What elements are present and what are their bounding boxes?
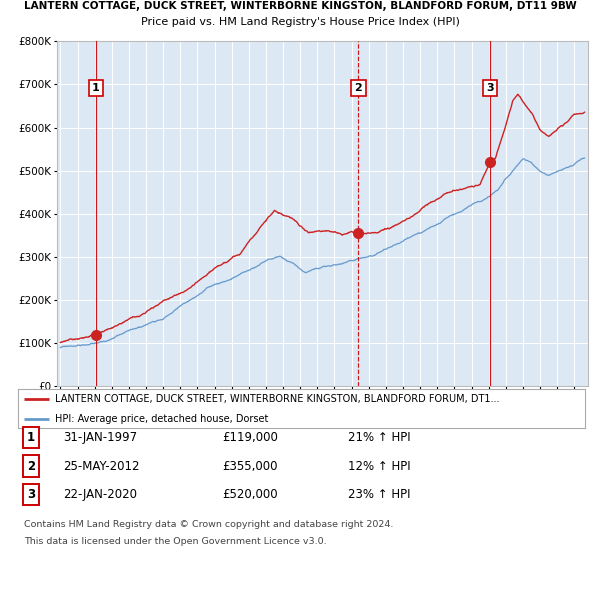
Text: 1: 1 bbox=[92, 83, 100, 93]
Text: LANTERN COTTAGE, DUCK STREET, WINTERBORNE KINGSTON, BLANDFORD FORUM, DT1...: LANTERN COTTAGE, DUCK STREET, WINTERBORN… bbox=[55, 394, 499, 404]
Text: 3: 3 bbox=[486, 83, 494, 93]
Text: 31-JAN-1997: 31-JAN-1997 bbox=[63, 431, 137, 444]
Text: 21% ↑ HPI: 21% ↑ HPI bbox=[348, 431, 410, 444]
Text: 22-JAN-2020: 22-JAN-2020 bbox=[63, 488, 137, 501]
Text: £355,000: £355,000 bbox=[222, 460, 277, 473]
Text: 2: 2 bbox=[355, 83, 362, 93]
Text: 12% ↑ HPI: 12% ↑ HPI bbox=[348, 460, 410, 473]
Text: This data is licensed under the Open Government Licence v3.0.: This data is licensed under the Open Gov… bbox=[24, 537, 326, 546]
Text: 23% ↑ HPI: 23% ↑ HPI bbox=[348, 488, 410, 501]
Text: LANTERN COTTAGE, DUCK STREET, WINTERBORNE KINGSTON, BLANDFORD FORUM, DT11 9BW: LANTERN COTTAGE, DUCK STREET, WINTERBORN… bbox=[23, 1, 577, 11]
Text: HPI: Average price, detached house, Dorset: HPI: Average price, detached house, Dors… bbox=[55, 414, 268, 424]
Text: £119,000: £119,000 bbox=[222, 431, 278, 444]
Text: 2: 2 bbox=[27, 460, 35, 473]
Text: Contains HM Land Registry data © Crown copyright and database right 2024.: Contains HM Land Registry data © Crown c… bbox=[24, 520, 394, 529]
Text: 3: 3 bbox=[27, 488, 35, 501]
Text: £520,000: £520,000 bbox=[222, 488, 278, 501]
Text: 25-MAY-2012: 25-MAY-2012 bbox=[63, 460, 139, 473]
Text: 1: 1 bbox=[27, 431, 35, 444]
Text: Price paid vs. HM Land Registry's House Price Index (HPI): Price paid vs. HM Land Registry's House … bbox=[140, 17, 460, 27]
